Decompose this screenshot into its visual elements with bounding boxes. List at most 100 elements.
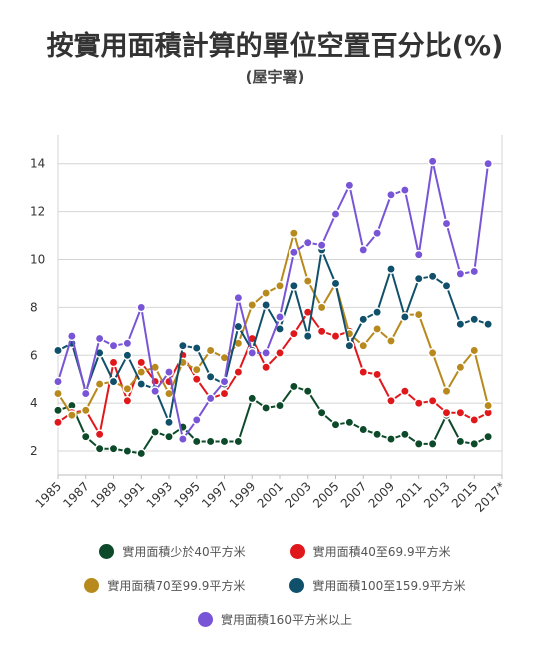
data-point	[164, 367, 174, 377]
x-tick-label: 1985	[33, 479, 64, 510]
data-point	[53, 345, 63, 356]
y-tick-label: 8	[30, 300, 38, 314]
data-point	[330, 419, 341, 430]
data-point	[136, 357, 147, 368]
x-tick-label: 1989	[88, 479, 119, 510]
data-point	[53, 376, 63, 387]
data-point	[205, 393, 216, 404]
data-point	[136, 367, 147, 377]
data-point	[122, 395, 133, 406]
data-point	[399, 312, 410, 322]
data-point	[316, 302, 327, 313]
data-point	[53, 417, 63, 428]
data-point	[413, 273, 424, 284]
data-point	[233, 436, 244, 447]
data-point	[94, 333, 105, 344]
data-point	[372, 429, 383, 440]
data-point	[302, 331, 313, 342]
data-point	[94, 443, 105, 454]
data-point	[358, 314, 369, 325]
data-point	[80, 405, 91, 416]
data-point	[219, 388, 230, 399]
data-point	[164, 431, 174, 442]
data-point	[261, 288, 272, 298]
data-point	[316, 326, 327, 337]
legend-label: 實用面積160平方米以上	[221, 613, 352, 627]
data-point	[205, 436, 216, 447]
data-point	[302, 237, 313, 248]
series-line-4	[57, 160, 490, 441]
data-point	[441, 386, 452, 397]
data-point	[275, 347, 285, 358]
data-point	[483, 431, 494, 442]
data-point	[483, 158, 494, 169]
data-point	[344, 340, 355, 351]
data-point	[233, 292, 244, 303]
data-point	[247, 300, 258, 310]
x-tick-label: 2005	[310, 479, 341, 510]
data-point	[136, 302, 147, 313]
x-tick-label: 2011	[393, 479, 424, 510]
data-point	[80, 388, 91, 399]
data-point	[247, 347, 258, 358]
legend-item-160-plus[interactable]: 實用面積160平方米以上	[198, 611, 352, 628]
data-point	[302, 386, 313, 397]
x-tick-label: 2009	[366, 479, 397, 510]
chart-title: 按實用面積計算的單位空置百分比(%)	[46, 31, 504, 62]
data-point	[108, 357, 119, 368]
data-point	[288, 328, 299, 339]
data-point	[399, 386, 410, 397]
data-point	[344, 417, 355, 428]
x-tick-label: 2017*	[472, 479, 508, 515]
legend-item-40-69[interactable]: 實用面積40至69.9平方米	[289, 543, 451, 560]
data-point	[288, 280, 299, 291]
x-tick-label: 1999	[227, 479, 258, 510]
data-point	[455, 362, 466, 373]
x-tick-label: 1995	[171, 479, 202, 510]
chart-subtitle: (屋宇署)	[245, 68, 305, 86]
data-point	[275, 312, 285, 322]
data-point	[205, 345, 216, 356]
data-point	[191, 436, 202, 447]
data-point	[233, 321, 244, 332]
data-point	[177, 434, 188, 445]
data-point	[413, 398, 424, 409]
data-point	[108, 340, 119, 351]
data-point	[330, 278, 341, 289]
data-point	[261, 362, 272, 373]
data-point	[358, 340, 369, 351]
legend-swatch	[289, 578, 305, 593]
x-tick-label: 1991	[116, 479, 147, 510]
legend-label: 實用面積100至159.9平方米	[312, 579, 466, 593]
data-point	[330, 209, 341, 219]
data-point	[122, 350, 133, 361]
data-point	[469, 314, 480, 325]
data-point	[219, 436, 230, 447]
data-point	[275, 400, 285, 411]
data-point	[191, 374, 202, 385]
data-point	[261, 300, 272, 310]
legend-item-100-159[interactable]: 實用面積100至159.9平方米	[289, 577, 466, 594]
legend-swatch	[99, 544, 115, 559]
x-tick-label: 1997	[199, 479, 230, 510]
data-point	[483, 400, 494, 411]
legend-label: 實用面積少於40平方米	[122, 545, 246, 559]
legend-item-under-40[interactable]: 實用面積少於40平方米	[99, 543, 246, 560]
data-point	[427, 156, 438, 167]
data-point	[288, 228, 299, 239]
x-tick-label: 2013	[421, 479, 452, 510]
data-point	[122, 446, 133, 457]
data-point	[205, 371, 216, 382]
data-point	[316, 240, 327, 251]
line-chart: 2 4 6 8 10 12 14 198519871989199119931995199719…	[30, 135, 508, 515]
data-point	[261, 403, 272, 413]
data-point	[483, 319, 494, 330]
data-point	[302, 276, 313, 287]
data-point	[372, 323, 383, 334]
data-point	[80, 431, 91, 442]
legend-item-70-99[interactable]: 實用面積70至99.9平方米	[84, 577, 245, 594]
data-point	[469, 414, 480, 425]
legend-swatch	[84, 578, 100, 593]
data-point	[386, 395, 396, 406]
data-point	[386, 335, 396, 346]
